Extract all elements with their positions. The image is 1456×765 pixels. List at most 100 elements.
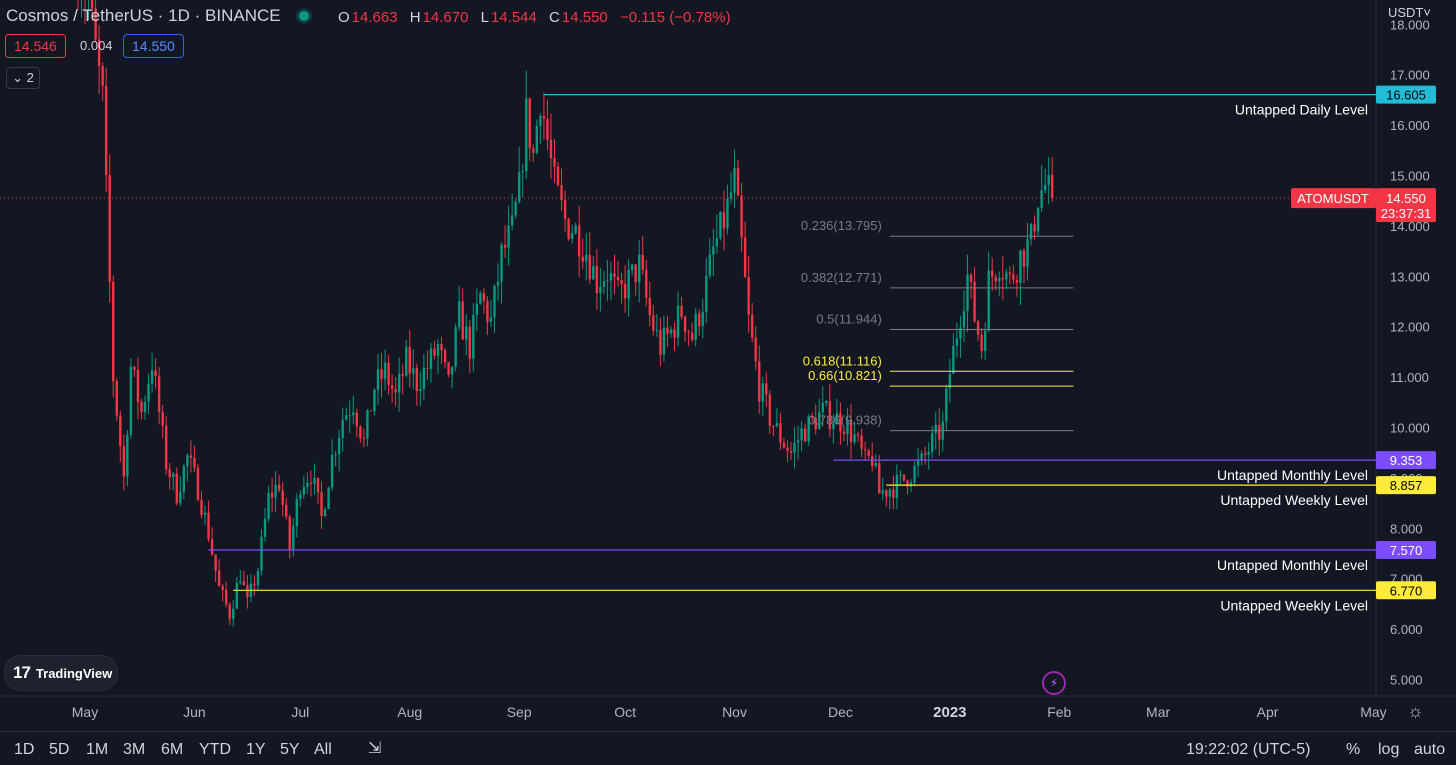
time-tick-label: May — [1360, 704, 1386, 720]
candle-body — [532, 148, 534, 152]
candle-body — [649, 298, 651, 316]
range-ytd[interactable]: YTD — [199, 741, 231, 759]
candle-body — [281, 490, 283, 504]
candle-body — [204, 513, 206, 515]
candle-body — [133, 367, 135, 370]
candle-body — [504, 245, 506, 248]
range-1y[interactable]: 1Y — [246, 741, 266, 759]
candle-body — [179, 492, 181, 503]
candle-body — [1033, 224, 1035, 231]
candle-body — [497, 281, 499, 285]
candle-body — [730, 193, 732, 199]
candle-body — [772, 426, 774, 427]
candle-body — [144, 402, 146, 412]
candle-body — [465, 327, 467, 340]
candle-body — [737, 168, 739, 196]
untapped-level-label: Untapped Weekly Level — [1220, 492, 1368, 508]
candle-body — [260, 537, 262, 571]
price-tick-label: 6.000 — [1390, 622, 1423, 637]
candle-body — [366, 410, 368, 438]
symbol-title[interactable]: Cosmos / TetherUS · 1D · BINANCE — [6, 6, 281, 25]
candle-body — [232, 609, 234, 619]
candle-body — [913, 466, 915, 483]
spread-value: 0.004 — [80, 38, 113, 53]
indicators-toggle[interactable]: ⌄ 2 — [6, 67, 40, 89]
symbol-header[interactable]: Cosmos / TetherUS · 1D · BINANCE — [6, 6, 323, 26]
percent-scale-toggle[interactable]: % — [1346, 741, 1360, 759]
candle-body — [207, 513, 209, 539]
candle-body — [747, 277, 749, 315]
candle-body — [723, 212, 725, 229]
candle-body — [744, 237, 746, 277]
range-5y[interactable]: 5Y — [280, 741, 300, 759]
candle-body — [543, 116, 545, 119]
candle-body — [634, 264, 636, 282]
candle-body — [1002, 278, 1004, 279]
candle-body — [123, 446, 125, 476]
settings-gear-icon[interactable]: ☼ — [1407, 701, 1424, 722]
candle-body — [927, 452, 929, 455]
sell-button[interactable]: 14.546 — [5, 34, 66, 58]
candle-body — [762, 383, 764, 401]
price-tick-label: 10.000 — [1390, 421, 1430, 436]
chevron-down-icon: ⌄ — [12, 70, 23, 85]
price-chart[interactable]: 18.00017.00016.00015.00014.00013.00012.0… — [0, 0, 1456, 730]
candle-body — [945, 388, 947, 421]
candle-body — [303, 487, 305, 495]
candle-body — [391, 385, 393, 389]
candle-body — [331, 455, 333, 488]
candle-body — [514, 202, 516, 215]
candle-body — [970, 275, 972, 282]
candle-body — [755, 338, 757, 362]
buy-button[interactable]: 14.550 — [123, 34, 184, 58]
candle-body — [557, 167, 559, 185]
candle-body — [373, 390, 375, 411]
range-1d[interactable]: 1D — [14, 741, 34, 759]
candle-body — [384, 363, 386, 379]
candle-body — [889, 490, 891, 497]
log-scale-toggle[interactable]: log — [1378, 741, 1399, 759]
candle-body — [765, 383, 767, 394]
candle-body — [267, 493, 269, 519]
candle-body — [225, 590, 227, 605]
candle-body — [652, 315, 654, 330]
range-6m[interactable]: 6M — [161, 741, 183, 759]
candle-body — [109, 175, 111, 282]
fib-level-label: 0.786(9.938) — [808, 413, 882, 428]
candle-body — [931, 433, 933, 452]
event-bolt-icon[interactable]: ⚡ — [1042, 671, 1066, 695]
candle-body — [935, 425, 937, 433]
candle-body — [338, 438, 340, 454]
range-5d[interactable]: 5D — [49, 741, 69, 759]
candle-body — [186, 455, 188, 466]
auto-scale-toggle[interactable]: auto — [1414, 741, 1445, 759]
candle-body — [317, 478, 319, 492]
candle-body — [712, 246, 714, 254]
candle-body — [299, 495, 301, 499]
time-tick-label: Mar — [1146, 704, 1170, 720]
candle-body — [1016, 280, 1018, 283]
currency-selector[interactable]: USDT˅ — [1388, 5, 1431, 20]
candle-body — [324, 509, 326, 516]
fib-level-label: 0.236(13.795) — [801, 218, 882, 233]
candle-body — [991, 271, 993, 277]
candle-body — [645, 270, 647, 298]
candle-body — [426, 368, 428, 369]
candle-body — [871, 456, 873, 466]
clock-timezone[interactable]: 19:22:02 (UTC-5) — [1186, 741, 1311, 759]
level-price-text: 8.857 — [1390, 478, 1423, 493]
range-1m[interactable]: 1M — [86, 741, 108, 759]
candle-body — [200, 500, 202, 515]
candle-body — [694, 314, 696, 340]
candle-body — [899, 475, 901, 476]
range-3m[interactable]: 3M — [123, 741, 145, 759]
time-tick-label: 2023 — [933, 704, 966, 721]
range-all[interactable]: All — [314, 741, 332, 759]
date-range-icon[interactable]: ⇲ — [368, 738, 381, 758]
candle-body — [327, 488, 329, 509]
tradingview-logo[interactable]: 17 TradingView — [4, 655, 118, 691]
candle-body — [684, 317, 686, 332]
candle-body — [507, 225, 509, 247]
candle-body — [574, 226, 576, 234]
